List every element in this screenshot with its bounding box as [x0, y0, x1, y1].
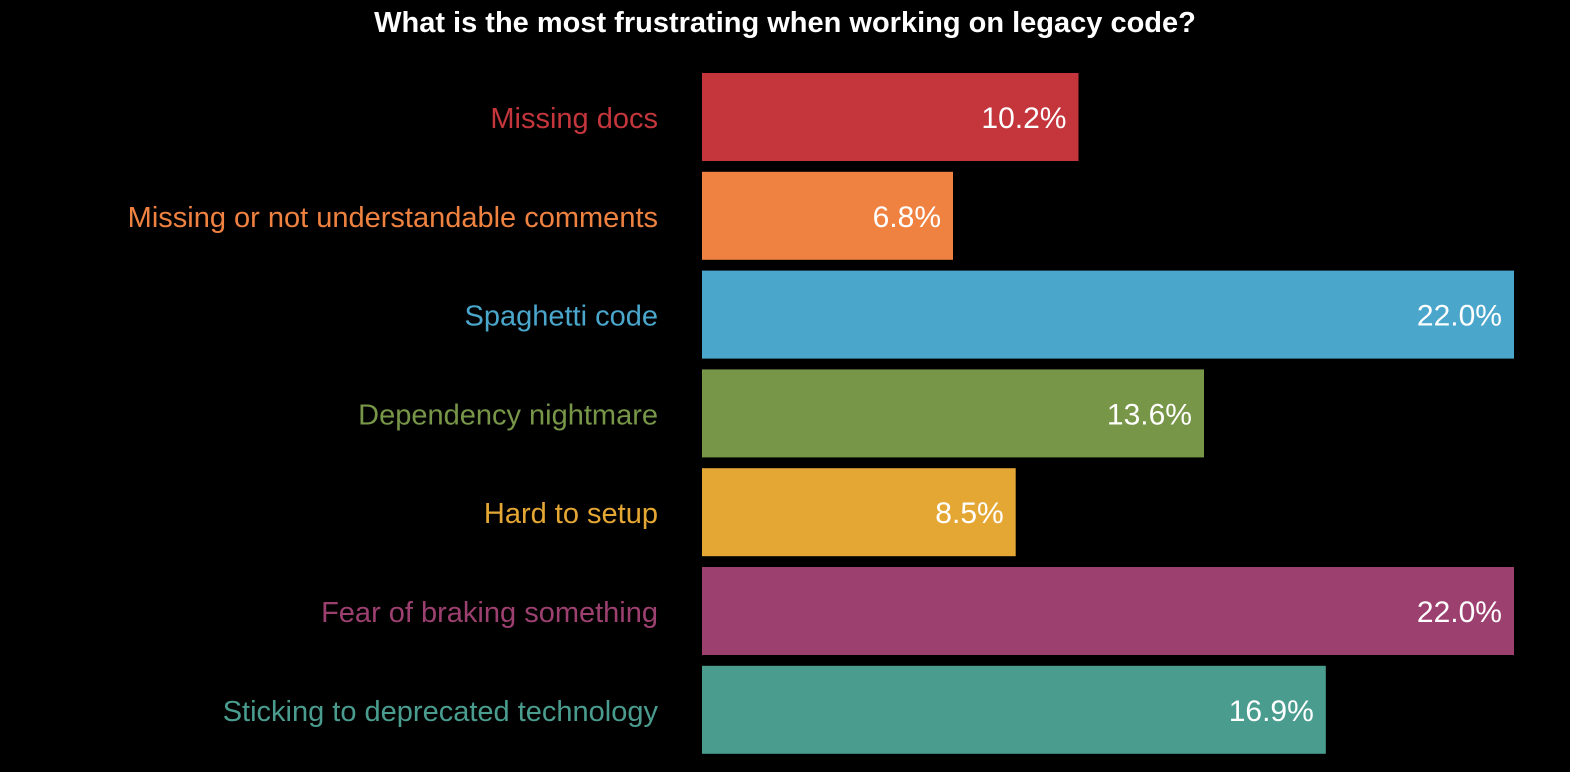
bar-spaghetti-code [702, 270, 1514, 359]
category-label-hard-to-setup: Hard to setup [484, 498, 658, 530]
data-label-fear-of-braking-something: 22.0% [1417, 596, 1502, 629]
data-label-dependency-nightmare: 13.6% [1107, 398, 1192, 431]
bar-missing-or-not-understandable-comments [702, 171, 953, 260]
bar-row-dependency-nightmare: Dependency nightmare 13.6% [358, 369, 1204, 458]
category-label-missing-or-not-understandable-comments: Missing or not understandable comments [128, 202, 658, 234]
bar-hard-to-setup [702, 468, 1016, 557]
data-label-missing-docs: 10.2% [981, 102, 1066, 135]
chart-title: What is the most frustrating when workin… [374, 7, 1196, 39]
bar-row-fear-of-braking-something: Fear of braking something 22.0% [321, 567, 1514, 655]
bar-row-missing-docs: Missing docs 10.2% [490, 73, 1079, 161]
data-label-missing-or-not-understandable-comments: 6.8% [873, 201, 941, 234]
bar-row-sticking-to-deprecated-technology: Sticking to deprecated technology 16.9% [223, 665, 1326, 754]
category-label-spaghetti-code: Spaghetti code [465, 301, 658, 333]
bar-row-missing-or-not-understandable-comments: Missing or not understandable comments 6.… [128, 171, 953, 260]
category-label-missing-docs: Missing docs [490, 103, 658, 135]
bar-row-hard-to-setup: Hard to setup 8.5% [484, 468, 1016, 557]
data-label-sticking-to-deprecated-technology: 16.9% [1229, 695, 1314, 728]
data-label-spaghetti-code: 22.0% [1417, 300, 1502, 333]
bar-dependency-nightmare [702, 369, 1204, 458]
bar-missing-docs [702, 73, 1079, 161]
bar-row-spaghetti-code: Spaghetti code 22.0% [465, 270, 1514, 359]
category-label-fear-of-braking-something: Fear of braking something [321, 597, 658, 629]
category-label-dependency-nightmare: Dependency nightmare [358, 399, 658, 431]
bar-sticking-to-deprecated-technology [702, 665, 1326, 754]
bars-layer: Missing docs 10.2% Missing or not understa… [128, 73, 1514, 754]
category-label-sticking-to-deprecated-technology: Sticking to deprecated technology [223, 696, 659, 728]
bar-fear-of-braking-something [702, 567, 1514, 655]
data-label-hard-to-setup: 8.5% [935, 497, 1003, 530]
